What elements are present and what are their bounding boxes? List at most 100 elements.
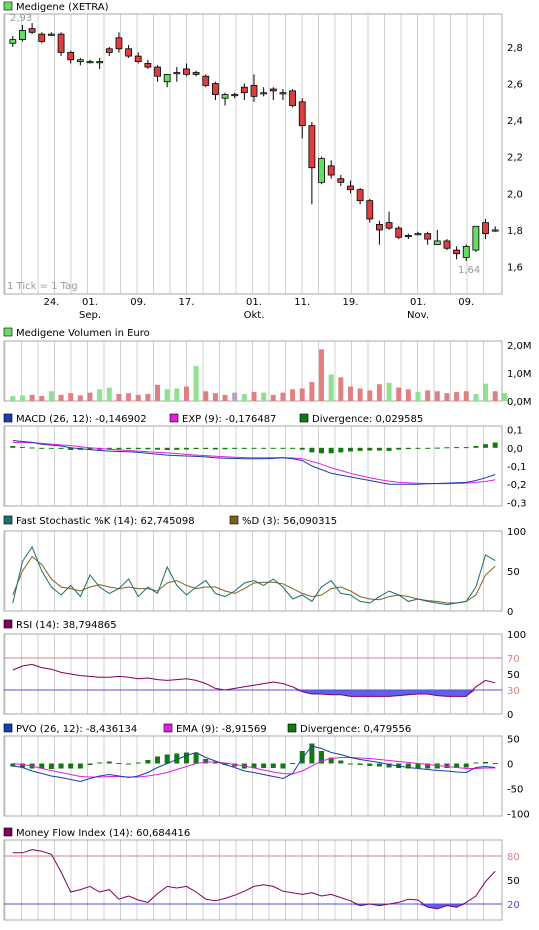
divergence-bar [376,447,382,451]
x-tick-label: 01. [246,297,262,308]
panel-frame [3,530,503,612]
legend-label: EXP (9): -0,176487 [182,414,276,425]
candle-body [327,165,335,176]
divergence-bar [483,762,489,764]
candle-body [57,33,65,53]
y-tick-label: -100 [507,810,530,821]
y-tick-label: 2,0M [507,341,532,352]
volume-bar [29,394,35,401]
volume-bar [193,366,199,401]
y-tick-label: 80 [507,852,520,863]
divergence-bar [155,447,161,450]
divergence-bar [87,763,93,765]
volume-bar [290,389,296,401]
candle-body [366,200,374,220]
divergence-bar [376,763,382,767]
divergence-bar [328,447,334,454]
mfi-panel: Money Flow Index (14): 60,684416 80 50 20 [3,827,520,921]
divergence-bar [386,447,392,451]
candle-body [385,222,393,229]
divergence-bar [347,447,353,452]
divergence-bar [106,447,112,450]
volume-bar [58,394,64,401]
legend-swatch [3,413,13,423]
divergence-bar [68,763,74,769]
volume-bar [454,392,460,401]
candle-body [356,189,364,202]
candle-body [38,33,46,42]
divergence-bar [405,447,411,450]
volume-bar [357,388,363,401]
x-tick-label-month: Sep. [79,310,101,321]
y-tick-label: -50 [507,785,523,796]
y-tick-label: 50 [507,876,520,887]
rsi-oversold-fill [12,690,496,697]
candle-body [414,233,422,236]
volume-bar [145,394,151,401]
volume-bar [19,395,25,401]
divergence-bar [251,447,257,449]
volume-bar [135,394,141,401]
volume-bar [367,390,373,401]
macd-line [12,440,496,485]
stoch-d-line [12,555,496,604]
y-tick-label: 0,0M [507,397,532,408]
low-label: 1,64 [458,265,480,276]
divergence-bar [174,753,180,764]
y-tick-label: 0,0 [507,444,523,455]
divergence-bar [212,762,218,764]
candle-body [76,59,84,62]
divergence-bar [116,763,122,764]
divergence-bar [77,763,83,769]
divergence-bar [58,763,64,769]
candle-body [231,94,239,97]
volume-bar [126,393,132,401]
legend-label: Divergence: 0,479556 [300,724,411,735]
divergence-bar [232,447,238,449]
panel-frame [3,839,503,921]
candle-body [221,94,229,99]
divergence-bar [19,446,25,448]
y-tick-label: 2,6 [507,80,523,91]
volume-bar [444,393,450,401]
divergence-bar [280,447,286,449]
candle-body [260,92,268,95]
volume-bar [97,389,103,401]
volume-bar [241,394,247,401]
legend-swatch [163,723,173,733]
tick-note: 1 Tick = 1 Tag [7,281,78,292]
divergence-bar [203,447,209,450]
candle-body [19,30,26,41]
high-label: 2,93 [10,13,32,24]
volume-bar [347,386,353,401]
legend-label: Money Flow Index (14): 60,684416 [16,828,190,839]
candle-body [86,61,94,64]
divergence-bar [367,447,373,451]
volume-bar [48,391,54,401]
volume-bar [338,377,344,401]
candle-body [424,233,432,240]
legend-label: Fast Stochastic %K (14): 62,745098 [16,516,195,527]
y-tick-label: 50 [507,735,520,746]
x-tick-label-month: Okt. [244,310,265,321]
legend-swatch [3,515,13,525]
candle-body [376,224,383,231]
pvo-ema-line [12,757,496,778]
divergence-bar [261,763,267,768]
candle-body [240,86,248,94]
candle-body [347,185,354,191]
price-panel: Medigene (XETRA) 2,8 2,6 2,4 2,2 2,0 1,8 1,6 2,9… [3,1,523,321]
divergence-bar [164,447,170,450]
divergence-bar [415,447,421,449]
volume-bar [502,393,508,401]
legend-label: MACD (26, 12): -0,146902 [16,414,147,425]
volume-bar [386,382,392,401]
divergence-bar [347,763,353,765]
divergence-bar [29,447,35,449]
y-tick-label: 30 [507,686,520,697]
x-tick-label: 19. [343,297,359,308]
divergence-bar [97,762,103,764]
panel-frame [3,425,503,507]
volume-bar [280,392,286,401]
